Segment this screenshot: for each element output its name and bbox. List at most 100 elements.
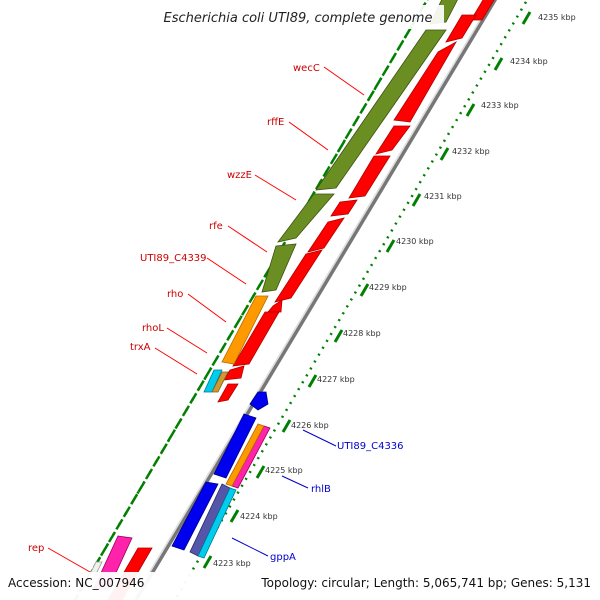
gene-label-UTI89_C4339: UTI89_C4339 — [140, 253, 207, 264]
tick-4230 — [385, 239, 396, 253]
inner-tick-mark — [337, 140, 346, 152]
inner-tick-mark — [233, 317, 242, 329]
title-background — [152, 5, 444, 29]
gene-label-UTI89_C4336: UTI89_C4336 — [337, 441, 404, 452]
gene-red-block-9 — [232, 311, 280, 367]
tick-4225 — [255, 465, 266, 479]
backbone-line — [134, 0, 498, 600]
gene-red-block-10 — [217, 383, 239, 403]
gene-label-gppA: gppA — [270, 552, 296, 563]
inner-tick-mark — [174, 417, 183, 430]
connector-rho — [187, 293, 227, 323]
tick-label-4227: 4227 kbp — [317, 375, 355, 384]
tick-label-4223: 4223 kbp — [213, 559, 251, 568]
tick-label-4230: 4230 kbp — [396, 237, 434, 246]
inner-tick-mark — [122, 506, 131, 518]
gene-blue-block-2 — [171, 481, 219, 551]
inner-tick-mark — [226, 329, 235, 341]
gene-orange-rho — [221, 295, 269, 365]
gene-label-trxA: trxA — [130, 342, 151, 353]
inner-tick-mark — [388, 52, 398, 64]
gene-orange-small — [211, 371, 229, 393]
inner-tick-mark — [196, 380, 205, 392]
backbone — [132, 0, 498, 600]
inner-tick-mark — [181, 405, 190, 417]
gene-olive-3 — [277, 193, 335, 243]
gene-label-rep: rep — [28, 543, 44, 554]
gene-label-rhoL: rhoL — [142, 323, 164, 334]
guide-lines — [73, 0, 529, 600]
inner-tick-mark — [359, 102, 368, 115]
inner-tick-mark — [137, 480, 146, 493]
tick-4229 — [359, 283, 370, 297]
gene-red-arrow-small — [267, 299, 283, 313]
gene-red-block-4 — [375, 125, 411, 155]
inner-tick-mark — [248, 291, 257, 304]
tick-4235 — [521, 11, 532, 25]
inner-tick-mark — [241, 304, 250, 316]
connector-rffE — [288, 121, 329, 151]
connector-gppA — [231, 537, 269, 557]
tick-label-4235: 4235 kbp — [538, 13, 576, 22]
gene-label-wzzE: wzzE — [227, 170, 252, 181]
gene-labels: wecC rffE wzzE rfe UTI89_C4339 rho rhoL … — [28, 63, 404, 563]
inner-tick-mark — [344, 127, 353, 140]
gene-red-block-8 — [274, 249, 323, 303]
tick-label-4225: 4225 kbp — [265, 466, 303, 475]
tick-label-4233: 4233 kbp — [481, 101, 519, 110]
gene-red-block-5 — [348, 155, 391, 199]
tick-4234 — [493, 57, 504, 71]
inner-tick-mark — [204, 367, 213, 379]
outer-dotted-guide — [173, 0, 529, 600]
gene-olive-4 — [261, 243, 297, 293]
tick-label-4231: 4231 kbp — [424, 192, 462, 201]
connector-wzzE — [254, 174, 297, 201]
gene-red-block-1 — [470, 0, 495, 21]
inner-tick-mark — [144, 468, 154, 480]
gene-orange-rhlB — [225, 423, 265, 487]
inner-tick-mark — [374, 77, 383, 89]
gene-red-block-2 — [445, 14, 477, 43]
inner-tick-marks — [73, 0, 429, 600]
inner-tick-mark — [322, 165, 331, 178]
inner-tick-mark — [115, 518, 124, 531]
tick-4228 — [333, 329, 344, 343]
gene-label-rffE: rffE — [267, 117, 284, 128]
gene-cyan-gppA — [197, 487, 237, 559]
connector-UTI89_C4339 — [206, 257, 247, 285]
inner-tick-mark — [381, 64, 390, 77]
gene-blue-arrow-1 — [249, 391, 269, 411]
connector-wecC — [323, 66, 365, 96]
gene-red-block-6 — [330, 199, 358, 217]
map-title: Escherichia coli UTI89, complete genome — [164, 11, 433, 26]
tick-label-4228: 4228 kbp — [343, 329, 381, 338]
topology-text: Topology: circular; Length: 5,065,741 bp… — [260, 576, 591, 590]
gene-label-rhlB: rhlB — [311, 484, 331, 495]
tick-4227 — [307, 374, 318, 388]
tick-label-4232: 4232 kbp — [452, 147, 490, 156]
inner-tick-mark — [189, 392, 198, 404]
inner-tick-mark — [211, 354, 220, 367]
tick-4224 — [229, 509, 240, 523]
inner-tick-mark — [167, 430, 176, 442]
gene-label-rho: rho — [167, 289, 183, 300]
inner-tick-mark — [351, 115, 361, 127]
inner-tick-mark — [396, 39, 405, 52]
connector-rhlB — [281, 475, 309, 489]
inner-tick-mark — [366, 90, 375, 102]
tick-4223 — [202, 555, 213, 569]
footer-background — [0, 572, 600, 600]
tick-4232 — [439, 147, 450, 161]
inner-tick-mark — [403, 27, 412, 39]
misc-genes — [81, 295, 271, 591]
gene-olive-2 — [315, 29, 447, 191]
connector-rhoL — [166, 327, 208, 354]
inner-tick-mark — [152, 455, 161, 468]
gene-red-block-3 — [393, 40, 458, 123]
backbone-highlight — [132, 0, 493, 600]
inner-tick-mark — [130, 493, 139, 505]
inner-tick-mark — [329, 153, 338, 165]
gene-label-wecC: wecC — [293, 63, 320, 74]
tick-4233 — [465, 103, 476, 117]
inner-tick-mark — [255, 279, 264, 291]
